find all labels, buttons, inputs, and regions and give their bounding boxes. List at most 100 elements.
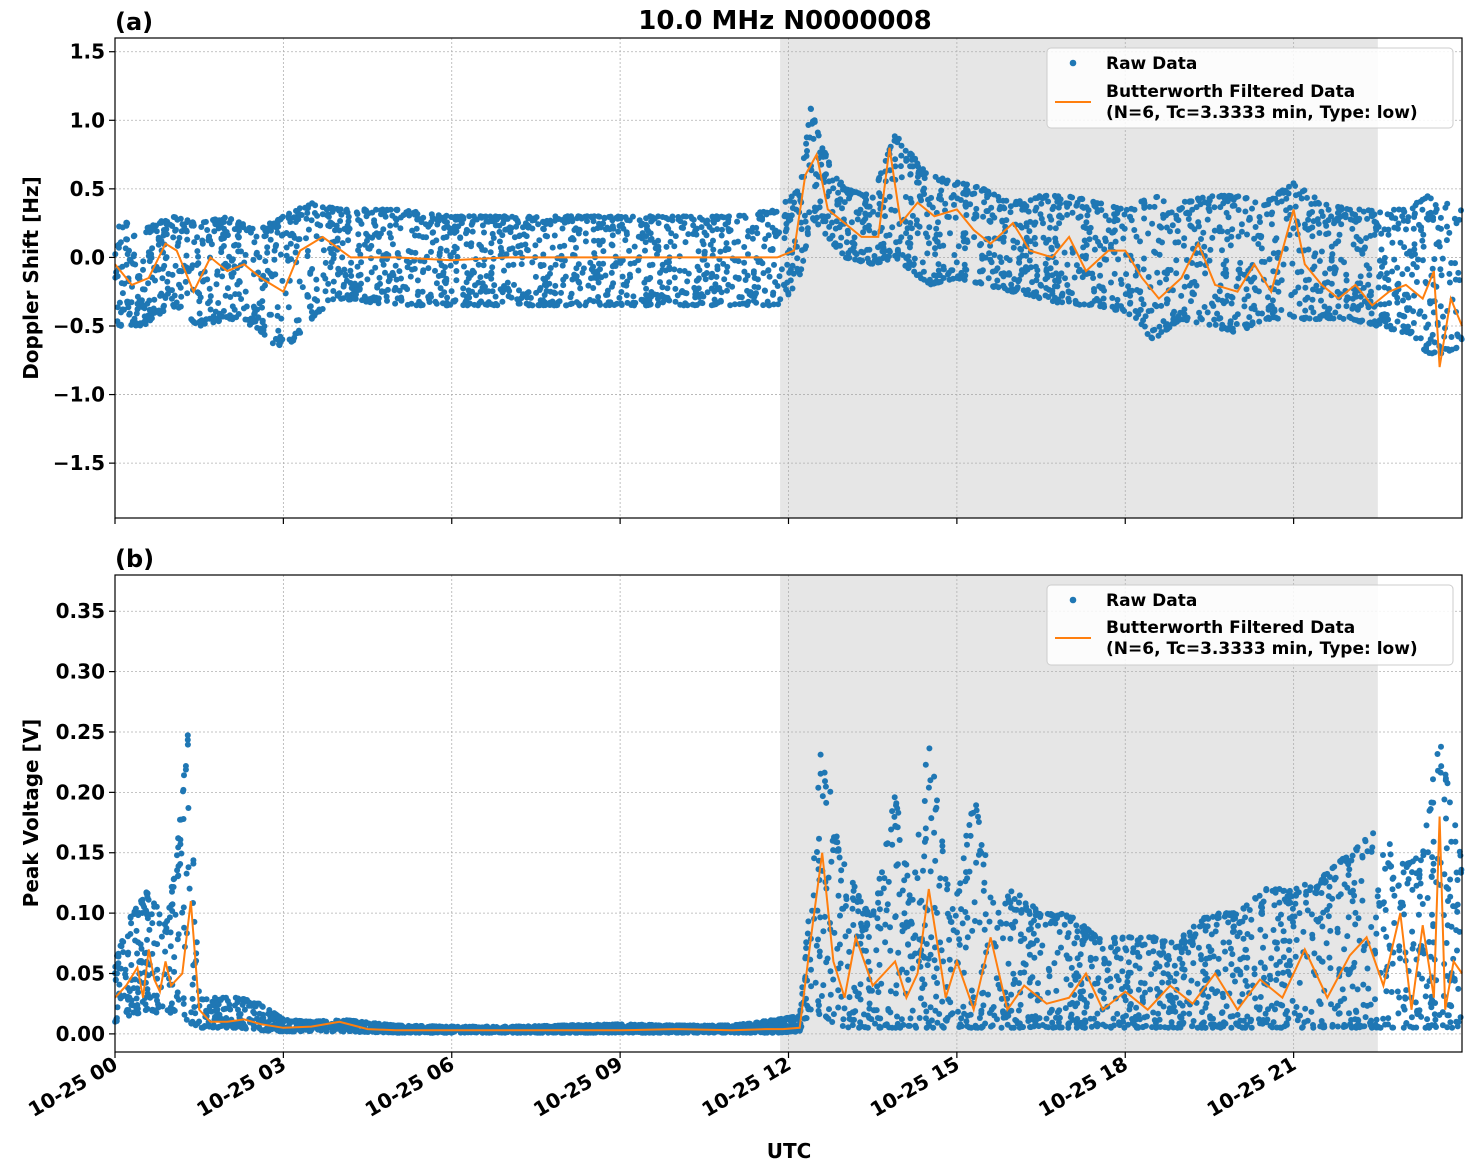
raw-data-point xyxy=(813,181,820,188)
raw-data-point xyxy=(1335,238,1342,245)
raw-data-point xyxy=(718,232,725,239)
raw-data-point xyxy=(286,210,293,217)
raw-data-point xyxy=(693,302,700,308)
raw-data-point xyxy=(1339,986,1346,993)
raw-data-point xyxy=(235,291,242,298)
raw-data-point xyxy=(1266,972,1273,979)
raw-data-point xyxy=(1241,296,1248,303)
raw-data-point xyxy=(1442,204,1449,211)
raw-data-point xyxy=(280,231,287,238)
raw-data-point xyxy=(1420,231,1427,238)
raw-data-point xyxy=(1185,216,1192,222)
raw-data-point xyxy=(510,261,517,268)
raw-data-point xyxy=(1173,257,1180,264)
raw-data-point xyxy=(337,269,344,276)
raw-data-point xyxy=(1039,942,1046,949)
raw-data-point xyxy=(1448,334,1455,340)
raw-data-point xyxy=(560,282,567,289)
raw-data-point xyxy=(827,991,834,998)
raw-data-point xyxy=(1421,313,1428,320)
raw-data-point xyxy=(171,292,178,299)
raw-data-point xyxy=(573,244,579,251)
raw-data-point xyxy=(753,290,759,297)
raw-data-point xyxy=(454,213,461,220)
raw-data-point xyxy=(1366,265,1373,272)
raw-data-point xyxy=(1186,1010,1193,1017)
raw-data-point xyxy=(536,237,543,244)
raw-data-point xyxy=(1309,209,1316,215)
raw-data-point xyxy=(181,772,187,779)
raw-data-point xyxy=(468,240,475,247)
raw-data-point xyxy=(919,976,926,983)
raw-data-point xyxy=(275,327,282,334)
raw-data-point xyxy=(635,267,642,274)
raw-data-point xyxy=(862,210,869,217)
raw-data-point xyxy=(1240,905,1247,912)
raw-data-point xyxy=(1391,892,1398,899)
raw-data-point xyxy=(551,302,558,309)
raw-data-point xyxy=(508,294,515,301)
raw-data-point xyxy=(1194,980,1201,987)
raw-data-point xyxy=(835,987,842,994)
raw-data-point xyxy=(1114,1010,1121,1017)
raw-data-point xyxy=(1168,209,1175,216)
raw-data-point xyxy=(1051,283,1058,290)
raw-data-point xyxy=(1225,919,1232,926)
raw-data-point xyxy=(645,227,652,234)
raw-data-point xyxy=(1325,230,1332,237)
raw-data-point xyxy=(1249,205,1255,212)
raw-data-point xyxy=(1158,224,1165,231)
raw-data-point xyxy=(1111,270,1118,277)
raw-data-point xyxy=(119,263,126,270)
raw-data-point xyxy=(382,213,389,220)
raw-data-point xyxy=(356,242,363,249)
raw-data-point xyxy=(1010,1024,1017,1031)
raw-data-point xyxy=(975,819,982,825)
raw-data-point xyxy=(499,298,506,305)
raw-data-point xyxy=(1181,283,1188,290)
raw-data-point xyxy=(855,257,862,264)
raw-data-point xyxy=(789,285,796,292)
raw-data-point xyxy=(1198,236,1204,242)
raw-data-point xyxy=(1446,347,1453,354)
raw-data-point xyxy=(904,225,911,232)
raw-data-point xyxy=(978,241,985,247)
raw-data-point xyxy=(643,285,650,292)
raw-data-point xyxy=(1280,261,1287,268)
raw-data-point xyxy=(663,243,670,250)
raw-data-point xyxy=(952,214,959,221)
raw-data-point xyxy=(1415,911,1422,918)
raw-data-point xyxy=(488,275,495,282)
raw-data-point xyxy=(1269,297,1276,304)
raw-data-point xyxy=(706,224,713,230)
raw-data-point xyxy=(512,250,519,257)
raw-data-point xyxy=(898,174,905,181)
raw-data-point xyxy=(1394,299,1401,306)
raw-data-point xyxy=(948,267,955,274)
raw-data-point xyxy=(1007,209,1014,216)
raw-data-point xyxy=(591,237,597,244)
raw-data-point xyxy=(773,208,780,215)
raw-data-point xyxy=(518,261,525,268)
raw-data-point xyxy=(1400,1003,1407,1010)
raw-data-point xyxy=(1119,306,1126,313)
raw-data-point xyxy=(854,216,861,223)
legend-filtered-label: Butterworth Filtered Data xyxy=(1106,82,1355,102)
raw-data-point xyxy=(1305,276,1312,283)
raw-data-point xyxy=(451,243,458,250)
raw-data-point xyxy=(1437,214,1444,221)
raw-data-point xyxy=(1144,331,1151,337)
raw-data-point xyxy=(1345,914,1352,921)
raw-data-point xyxy=(1335,303,1342,310)
raw-data-point xyxy=(909,965,916,972)
raw-data-point xyxy=(1181,306,1188,313)
raw-data-point xyxy=(1355,915,1362,922)
raw-data-point xyxy=(158,218,165,225)
raw-data-point xyxy=(1417,335,1424,342)
raw-data-point xyxy=(1288,291,1295,298)
raw-data-point xyxy=(1446,270,1453,277)
raw-data-point xyxy=(172,227,179,234)
raw-data-point xyxy=(1058,292,1065,299)
raw-data-point xyxy=(441,225,448,231)
